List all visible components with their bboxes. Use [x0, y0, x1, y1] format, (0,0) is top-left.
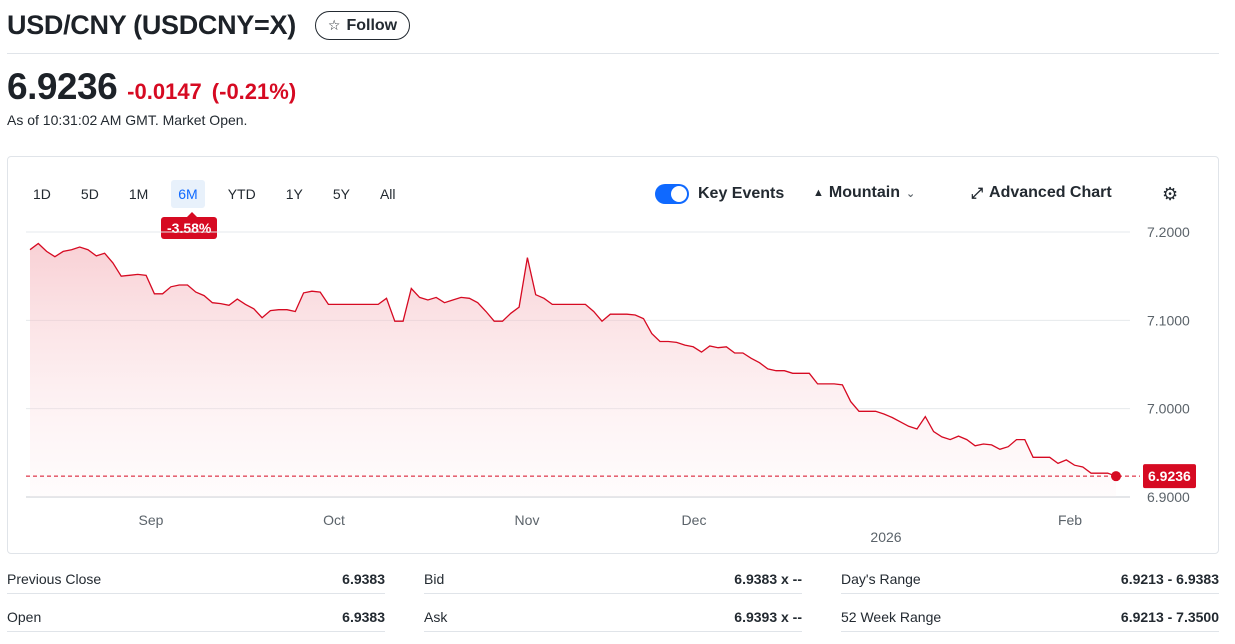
stat-previous-close: Previous Close 6.9383: [7, 564, 385, 594]
star-outline-icon: ☆: [327, 17, 341, 33]
chevron-down-icon: ⌄: [905, 187, 916, 200]
x-axis-tick-label: Sep: [139, 512, 164, 528]
price-line: [29, 242, 1117, 477]
range-5y[interactable]: 5Y: [332, 186, 350, 202]
key-events-toggle[interactable]: Key Events: [655, 184, 784, 204]
key-events-label: Key Events: [698, 185, 785, 202]
price-area-fill: [30, 243, 1116, 497]
range-all[interactable]: All: [379, 186, 396, 202]
quote-header: USD/CNY (USDCNY=X) ☆ Follow: [7, 10, 411, 41]
advanced-chart-label: Advanced Chart: [989, 184, 1112, 201]
y-axis-tick-label: 7.0000: [1147, 401, 1190, 417]
mountain-icon: ▲: [813, 187, 824, 199]
symbol-title: USD/CNY (USDCNY=X): [7, 10, 296, 40]
range-selector: 1D 5D 1M 6M YTD 1Y 5Y All: [26, 180, 419, 208]
follow-button[interactable]: ☆ Follow: [314, 11, 411, 40]
x-axis-tick-label: Feb: [1058, 512, 1082, 528]
stat-open: Open 6.9383: [7, 602, 385, 632]
range-1m[interactable]: 1M: [128, 186, 149, 202]
expand-arrows-icon: ⤢: [971, 184, 984, 202]
header-divider: [7, 53, 1219, 54]
price-change-percent: (-0.21%): [211, 79, 297, 104]
price-row: 6.9236 -0.0147 (-0.21%): [7, 66, 296, 108]
follow-label: Follow: [346, 16, 398, 34]
price-change: -0.0147: [127, 79, 202, 104]
toggle-knob: [671, 186, 687, 202]
toggle-switch[interactable]: [655, 184, 689, 204]
current-price-dot: [1111, 471, 1121, 482]
range-1d[interactable]: 1D: [33, 186, 51, 202]
range-6m[interactable]: 6M: [171, 180, 205, 208]
range-1y[interactable]: 1Y: [285, 186, 303, 202]
stat-ask: Ask 6.9393 x --: [424, 602, 802, 632]
svg-text:6.9236: 6.9236: [1148, 468, 1191, 484]
x-axis-tick-label: Nov: [515, 512, 540, 528]
range-ytd[interactable]: YTD: [227, 186, 256, 202]
current-price: 6.9236: [7, 66, 118, 107]
stat-bid: Bid 6.9383 x --: [424, 564, 802, 594]
x-axis-year-label: 2026: [870, 529, 901, 545]
x-axis-tick-label: Dec: [682, 512, 707, 528]
advanced-chart-button[interactable]: ⤢ Advanced Chart: [971, 184, 1112, 202]
stat-days-range: Day's Range 6.9213 - 6.9383: [841, 564, 1219, 594]
chart-card: [7, 156, 1219, 554]
y-axis-tick-label: 7.2000: [1147, 224, 1190, 240]
y-axis-tick-label: 7.1000: [1147, 312, 1190, 328]
gear-icon[interactable]: ⚙: [1162, 184, 1179, 204]
y-axis-tick-label: 6.9000: [1147, 489, 1190, 505]
range-5d[interactable]: 5D: [80, 186, 99, 202]
stat-52-week-range: 52 Week Range 6.9213 - 7.3500: [841, 602, 1219, 632]
market-status: As of 10:31:02 AM GMT. Market Open.: [7, 112, 248, 128]
chart-type-label: Mountain: [828, 184, 900, 201]
current-price-badge: 6.9236: [1143, 464, 1196, 489]
chart-type-dropdown[interactable]: ▲ Mountain ⌄: [813, 184, 915, 202]
x-axis-tick-label: Oct: [323, 512, 345, 528]
